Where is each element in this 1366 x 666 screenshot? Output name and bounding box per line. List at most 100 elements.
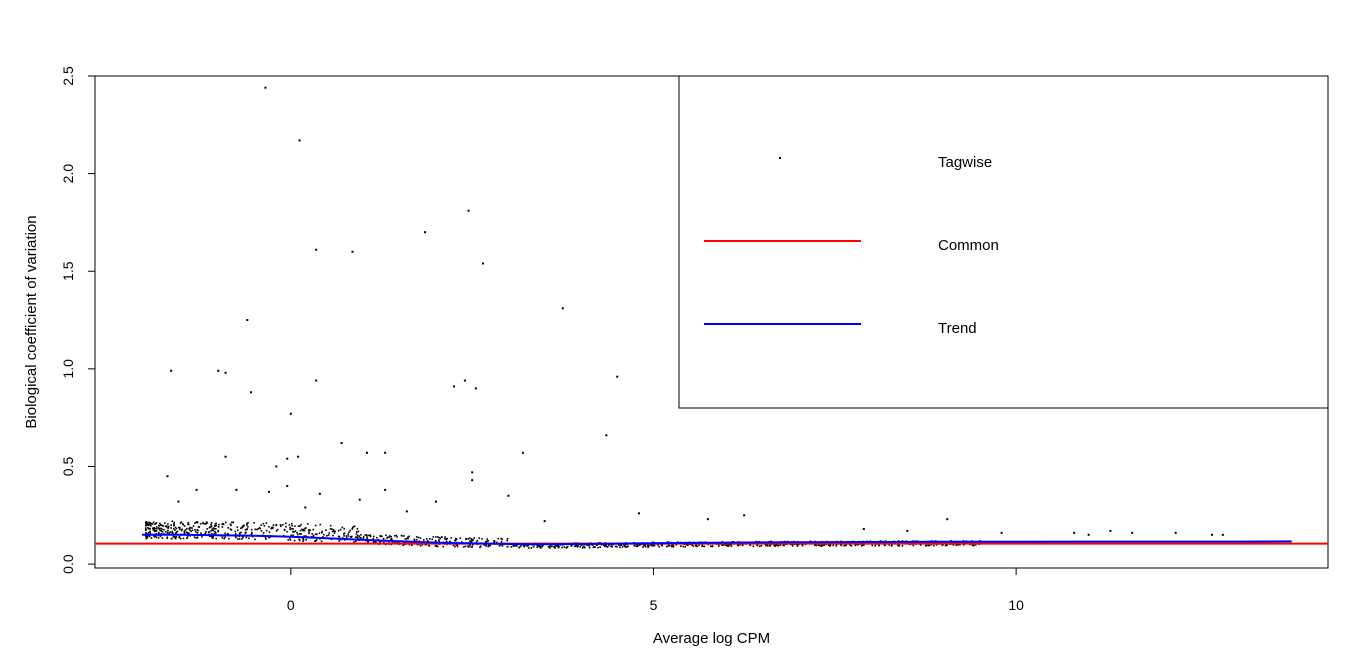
tagwise-point (286, 485, 289, 487)
tagwise-point (145, 520, 148, 523)
tagwise-point (510, 546, 513, 548)
tagwise-point (973, 544, 975, 547)
tagwise-point (212, 537, 214, 539)
tagwise-point (289, 412, 292, 415)
tagwise-point (302, 528, 305, 531)
tagwise-point (469, 544, 471, 546)
tagwise-point (840, 544, 843, 547)
tagwise-point (305, 535, 307, 537)
tagwise-point (670, 544, 673, 547)
tagwise-point (945, 544, 948, 547)
tagwise-point (152, 521, 155, 523)
tagwise-point (224, 371, 227, 374)
tagwise-point (154, 527, 156, 530)
tagwise-point (1221, 533, 1224, 536)
tagwise-point (272, 527, 274, 530)
tagwise-point (200, 532, 202, 535)
tagwise-point (331, 530, 334, 533)
tagwise-point (471, 479, 474, 482)
tagwise-point (797, 544, 799, 546)
tagwise-point (801, 544, 804, 547)
tagwise-point (686, 544, 689, 546)
trend-line (142, 533, 1292, 546)
tagwise-point (285, 525, 287, 528)
tagwise-point (282, 524, 284, 526)
tagwise-point (483, 544, 486, 546)
tagwise-point (170, 527, 172, 529)
tagwise-point (321, 530, 323, 533)
tagwise-point (315, 248, 318, 251)
tagwise-point (245, 536, 248, 539)
tagwise-point (341, 537, 344, 539)
tagwise-point (574, 545, 576, 548)
tagwise-point (479, 545, 482, 548)
tagwise-point (358, 498, 361, 501)
tagwise-point (625, 546, 627, 548)
tagwise-point (487, 545, 490, 548)
tagwise-point (501, 545, 504, 547)
tagwise-point (583, 546, 585, 548)
tagwise-point (413, 540, 416, 542)
tagwise-point (339, 528, 342, 531)
tagwise-point (530, 547, 533, 549)
tagwise-point (286, 530, 288, 533)
tagwise-point (597, 546, 599, 549)
tagwise-point (874, 544, 877, 547)
tagwise-point (209, 535, 211, 538)
tagwise-point (438, 536, 441, 539)
tagwise-point (229, 523, 232, 525)
tagwise-point (178, 535, 181, 538)
tagwise-point (897, 544, 900, 546)
tagwise-point (675, 544, 677, 546)
tagwise-point (163, 528, 165, 531)
tagwise-point (186, 527, 188, 530)
tagwise-point (333, 532, 336, 535)
tagwise-point (206, 528, 209, 530)
tagwise-point (283, 528, 286, 531)
tagwise-point (211, 528, 214, 531)
tagwise-point (506, 545, 509, 548)
tagwise-point (553, 546, 555, 548)
tagwise-point (178, 536, 180, 539)
tagwise-point (358, 535, 361, 537)
tagwise-point (229, 528, 232, 530)
tagwise-point (1210, 533, 1213, 536)
tagwise-point (173, 523, 175, 525)
tagwise-point (262, 532, 265, 534)
tagwise-point (299, 539, 301, 542)
tagwise-point (294, 530, 297, 532)
tagwise-point (485, 545, 487, 547)
tagwise-point (160, 530, 163, 532)
tagwise-point (576, 545, 579, 548)
tagwise-point (756, 544, 759, 546)
tagwise-point (901, 545, 904, 547)
tagwise-point (384, 488, 387, 491)
tagwise-point (154, 529, 156, 532)
tagwise-point (382, 537, 385, 540)
tagwise-point (217, 529, 220, 532)
tagwise-point (191, 529, 194, 532)
tagwise-point (653, 544, 656, 547)
tagwise-point (166, 526, 169, 529)
tagwise-point (171, 531, 173, 533)
tagwise-point (329, 524, 332, 527)
tagwise-point (186, 532, 189, 534)
tagwise-point (577, 545, 579, 547)
tagwise-point (467, 545, 469, 547)
tagwise-point (227, 527, 229, 529)
tagwise-point (145, 531, 147, 534)
tagwise-point (147, 531, 150, 534)
tagwise-point (188, 532, 190, 534)
tagwise-point (760, 545, 763, 547)
tagwise-point (434, 539, 437, 542)
tagwise-point (550, 545, 553, 548)
tagwise-point (158, 524, 160, 527)
tagwise-point (542, 544, 544, 547)
tagwise-point (160, 524, 162, 526)
y-tick-label: 0.0 (60, 554, 76, 574)
tagwise-point (463, 546, 465, 548)
tagwise-point (758, 545, 761, 548)
tagwise-point (696, 545, 699, 548)
tagwise-point (473, 537, 476, 539)
tagwise-point (241, 525, 244, 528)
